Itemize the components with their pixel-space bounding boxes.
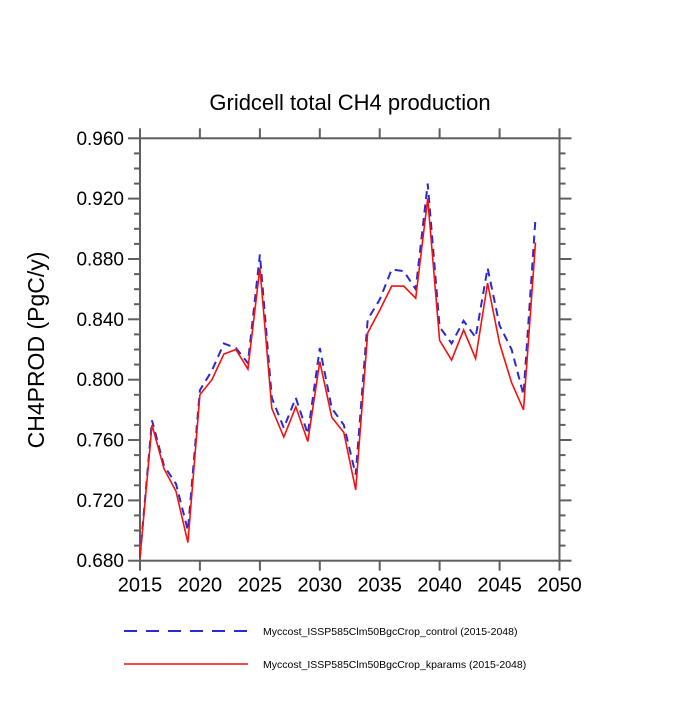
legend-label-kparams: Myccost_ISSP585Clm50BgcCrop_kparams (201…: [263, 659, 526, 671]
legend: Myccost_ISSP585Clm50BgcCrop_control (201…: [124, 626, 526, 671]
y-tick-label: 0.760: [76, 431, 124, 452]
y-tick-label: 0.880: [76, 250, 124, 271]
y-tick-label: 0.800: [76, 370, 124, 391]
y-tick-label: 0.920: [76, 189, 124, 210]
x-tick-label: 2035: [357, 575, 402, 597]
x-tick-label: 2050: [537, 575, 582, 597]
legend-label-control: Myccost_ISSP585Clm50BgcCrop_control (201…: [263, 626, 517, 638]
x-tick-label: 2045: [477, 575, 522, 597]
x-tick-label: 2015: [118, 575, 163, 597]
series-line-0: [139, 183, 537, 557]
series-layer: [139, 183, 537, 558]
x-tick-label: 2020: [178, 575, 223, 597]
x-tick-label: 2030: [298, 575, 343, 597]
y-tick-label: 0.840: [76, 310, 124, 331]
y-tick-label: 0.960: [76, 129, 124, 150]
x-tick-label: 2040: [417, 575, 462, 597]
chart-title: Gridcell total CH4 production: [209, 90, 490, 115]
x-tick-label: 2025: [238, 575, 283, 597]
series-line-1: [139, 198, 537, 558]
y-tick-label: 0.680: [76, 551, 124, 572]
y-tick-label: 0.720: [76, 491, 124, 512]
y-axis-label: CH4PROD (PgC/y): [23, 252, 49, 449]
plot-frame: [139, 137, 561, 562]
axes-layer: 2015 2020 2025 2030 2035 2040 2045 2050 0.960 0.9…: [76, 128, 582, 597]
